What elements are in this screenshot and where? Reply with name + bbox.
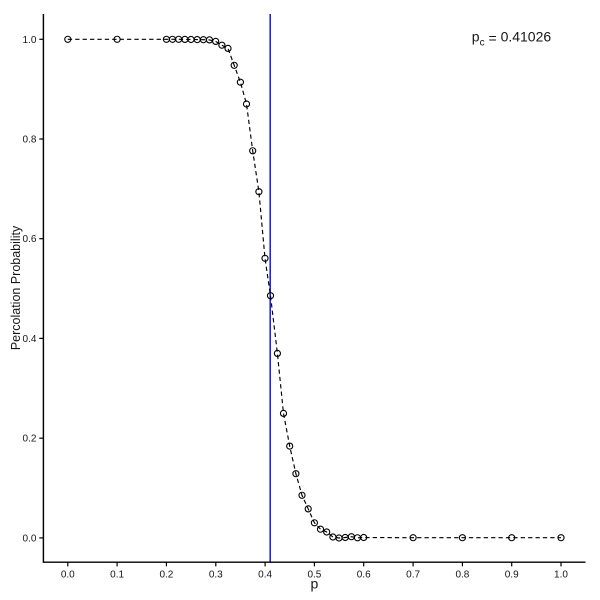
svg-text:0.4: 0.4: [258, 570, 272, 581]
svg-text:0.0: 0.0: [22, 533, 36, 544]
svg-text:0.8: 0.8: [455, 570, 469, 581]
svg-text:0.0: 0.0: [61, 570, 75, 581]
svg-text:pc = 0.41026: pc = 0.41026: [472, 29, 552, 49]
svg-text:0.6: 0.6: [22, 234, 36, 245]
svg-text:1.0: 1.0: [554, 570, 568, 581]
svg-text:0.7: 0.7: [406, 570, 420, 581]
svg-text:0.6: 0.6: [357, 570, 371, 581]
svg-text:0.4: 0.4: [22, 334, 36, 345]
svg-text:0.9: 0.9: [505, 570, 519, 581]
svg-text:p: p: [311, 576, 319, 592]
svg-text:0.2: 0.2: [159, 570, 173, 581]
svg-text:1.0: 1.0: [22, 35, 36, 46]
svg-text:0.5: 0.5: [307, 570, 321, 581]
svg-text:Percolation Probability: Percolation Probability: [9, 225, 23, 350]
svg-text:0.1: 0.1: [110, 570, 124, 581]
svg-text:0.8: 0.8: [22, 135, 36, 146]
svg-text:0.3: 0.3: [209, 570, 223, 581]
svg-text:0.2: 0.2: [22, 434, 36, 445]
